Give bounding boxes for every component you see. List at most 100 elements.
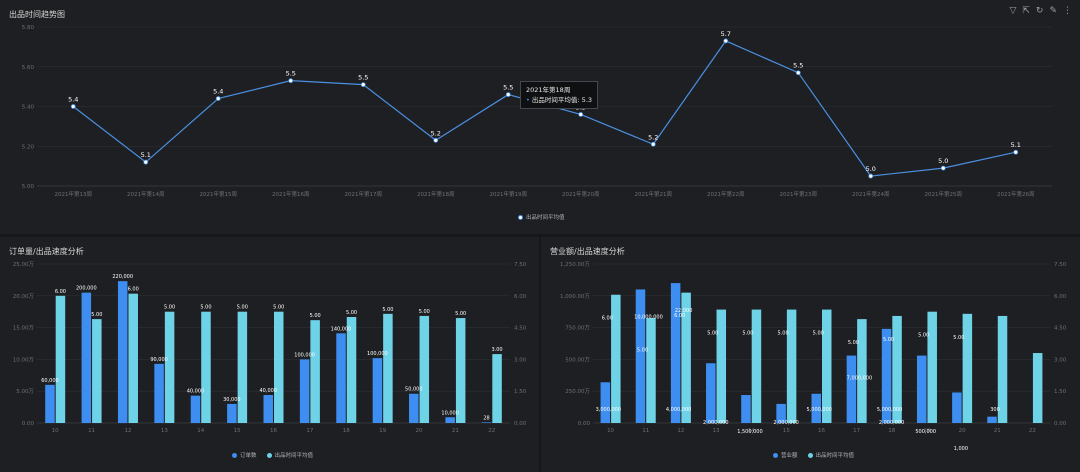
y-tick-label: 5.20	[22, 144, 35, 150]
x-tick-label: 22	[1029, 428, 1036, 434]
data-label: 5.2	[431, 129, 441, 137]
refresh-icon[interactable]: ↻	[1035, 6, 1044, 16]
x-tick-label: 18	[888, 428, 895, 434]
data-label: 5.0	[866, 165, 876, 173]
data-label: 5.1	[141, 151, 151, 159]
y-right-tick-label: 4.50	[1054, 326, 1067, 332]
legend-item[interactable]: 营业额	[773, 451, 798, 459]
bar-label: 2,000,000	[773, 420, 798, 426]
bar-secondary	[128, 293, 138, 423]
x-tick-label: 18	[343, 428, 350, 434]
data-point	[288, 78, 294, 84]
data-point	[70, 104, 76, 109]
bar-primary	[154, 363, 164, 423]
legend-item[interactable]: 出品时间平均值	[518, 213, 565, 221]
x-tick-label: 2021年第17周	[345, 190, 383, 198]
data-point	[795, 70, 801, 76]
bar-primary-label: 140,000	[331, 326, 352, 332]
bar-primary	[811, 393, 821, 423]
x-tick-label: 2021年第15周	[200, 190, 238, 198]
data-label: 5.5	[286, 70, 296, 78]
bar-secondary-label: 6.00	[128, 287, 139, 293]
bar-label: 2,000,000	[879, 420, 904, 426]
bar-secondary	[786, 309, 797, 423]
data-point	[360, 82, 366, 88]
data-label: 5.5	[358, 74, 368, 82]
y-right-tick-label: 0.00	[514, 421, 527, 427]
bar-secondary-label: 5.00	[237, 305, 248, 311]
y-left-tick-label: 15.00万	[13, 325, 35, 332]
x-tick-label: 2021年第25周	[925, 190, 963, 198]
x-tick-label: 15	[234, 428, 241, 434]
legend-dot	[266, 452, 272, 458]
y-left-tick-label: 5.00万	[16, 388, 34, 395]
x-tick-label: 21	[452, 428, 459, 434]
data-point	[940, 165, 946, 171]
bar-secondary	[92, 319, 102, 423]
y-right-tick-label: 7.50	[1054, 262, 1067, 268]
bar-primary	[45, 384, 55, 423]
bar-secondary	[492, 354, 502, 423]
y-right-tick-label: 0.00	[1054, 421, 1067, 427]
more-icon[interactable]: ⋮	[1063, 6, 1072, 16]
bar-label: 10,000,000	[634, 314, 663, 320]
bar-primary	[600, 382, 611, 423]
export-icon[interactable]: ⇱	[1022, 6, 1030, 16]
bar-label: 5.00	[953, 335, 964, 341]
x-tick-label: 2021年第26周	[997, 190, 1035, 198]
y-left-tick-label: 500.00万	[565, 356, 590, 363]
bar-primary	[916, 355, 927, 423]
data-point	[723, 38, 729, 44]
x-tick-label: 10	[607, 428, 614, 434]
bar-label: 2,000,000	[703, 420, 728, 426]
bar-primary	[372, 358, 383, 423]
y-right-tick-label: 3.00	[514, 357, 527, 363]
x-tick-label: 2021年第18周	[417, 190, 455, 198]
x-tick-label: 17	[853, 428, 860, 434]
bar-label: 22,000	[675, 308, 693, 314]
x-tick-label: 21	[994, 428, 1001, 434]
bar-primary-label: 220,000	[112, 274, 133, 280]
revenue-title: 营业额/出品速度分析	[550, 247, 625, 256]
bar-primary	[117, 281, 128, 423]
x-tick-label: 2021年第16周	[272, 190, 310, 198]
bar-label: 6.00	[674, 313, 685, 319]
bar-secondary	[857, 319, 867, 423]
y-left-tick-label: 1,000.00万	[560, 293, 590, 300]
tooltip-line: • 出品时间平均值: 5.3	[526, 96, 593, 104]
data-point	[578, 112, 584, 117]
bar-secondary-label: 6.00	[55, 289, 66, 295]
y-right-tick-label: 3.00	[1054, 357, 1067, 363]
bar-primary	[409, 393, 419, 423]
x-tick-label: 15	[783, 428, 790, 434]
data-point	[433, 137, 439, 143]
data-label: 5.7	[721, 30, 731, 38]
bar-primary	[670, 283, 681, 423]
bar-secondary	[962, 313, 973, 423]
bar-primary-label: 60,000	[41, 378, 59, 384]
bar-primary	[81, 292, 92, 423]
x-tick-label: 2021年第13周	[55, 190, 93, 198]
data-label: 5.2	[648, 133, 658, 141]
x-tick-label: 19	[379, 428, 386, 434]
bar-primary-label: 90,000	[150, 357, 168, 363]
bar-primary-label: 50,000	[405, 387, 423, 393]
y-left-tick-label: 750.00万	[565, 325, 590, 332]
bar-primary	[227, 403, 237, 423]
bar-label: 5,000,000	[877, 407, 902, 413]
bar-secondary	[164, 311, 175, 423]
filter-icon[interactable]: ▽	[1009, 6, 1017, 16]
bar-primary	[481, 422, 492, 423]
bar-secondary	[822, 309, 832, 423]
legend-dot	[518, 214, 523, 220]
legend-item[interactable]: 出品时间平均值	[807, 451, 854, 459]
bar-primary-label: 28	[483, 415, 489, 421]
bar-secondary-label: 5.00	[273, 305, 284, 311]
y-right-tick-label: 4.50	[514, 326, 527, 332]
trend-legend: 出品时间平均值	[518, 213, 565, 221]
legend-item[interactable]: 订单数	[232, 451, 257, 459]
legend-item[interactable]: 出品时间平均值	[266, 451, 313, 459]
edit-icon[interactable]: ✎	[1049, 6, 1057, 16]
data-label: 5.1	[1011, 141, 1021, 149]
bar-label: 5.00	[707, 331, 718, 337]
